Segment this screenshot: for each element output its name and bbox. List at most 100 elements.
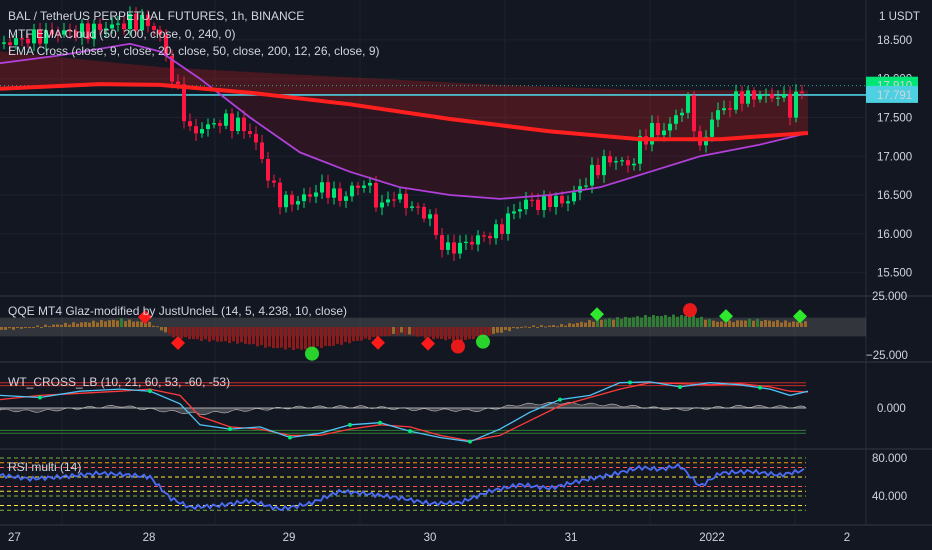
candle-body [212, 123, 216, 125]
qqe-histogram-bar [336, 327, 339, 344]
qqe-histogram-bar [268, 327, 271, 347]
qqe-histogram-bar [728, 320, 731, 327]
qqe-histogram-bar [708, 319, 711, 327]
candle-body [392, 199, 396, 201]
qqe-histogram-bar [8, 327, 11, 329]
candle-body [140, 14, 144, 31]
candle-body [494, 224, 498, 239]
rsi-tick-label: 80.000 [872, 453, 907, 465]
wt-cross-dot [288, 435, 292, 440]
candle-body [182, 84, 186, 122]
qqe-histogram-bar [620, 319, 623, 327]
qqe-histogram-bar [616, 317, 619, 327]
wt-slow-line [0, 382, 809, 442]
qqe-histogram-bar [72, 322, 75, 327]
qqe-histogram-bar [140, 321, 143, 327]
ema50-line [0, 42, 809, 200]
wt-cross-dot [468, 439, 472, 444]
candle-body [416, 206, 420, 208]
candle-body [68, 30, 72, 32]
qqe-histogram-bar [580, 321, 583, 327]
candle-body [116, 23, 120, 25]
wt-cross-dot [678, 384, 682, 389]
qqe-histogram-bar [412, 327, 415, 336]
candle-body [86, 23, 90, 40]
candle-body [194, 126, 198, 134]
level-price-badge-label: 17.791 [877, 90, 912, 102]
qqe-histogram-bar [348, 327, 351, 344]
candle-body [20, 38, 24, 40]
qqe-histogram-bar [32, 327, 35, 328]
candle-body [452, 242, 456, 254]
qqe-histogram-bar [224, 327, 227, 342]
candle-body [614, 161, 618, 163]
qqe-histogram-bar [492, 327, 495, 334]
qqe-histogram-bar [200, 327, 203, 342]
qqe-histogram-bar [512, 327, 515, 329]
qqe-histogram-bar [440, 327, 443, 340]
qqe-histogram-bar [180, 327, 183, 339]
candle-body [620, 160, 624, 162]
qqe-signal-diamond [171, 336, 185, 350]
qqe-histogram-bar [304, 327, 307, 350]
qqe-histogram-bar [396, 327, 399, 336]
candle-body [470, 241, 474, 245]
candle-body [410, 206, 414, 208]
candle-body [440, 235, 444, 250]
candle-body [176, 81, 180, 85]
candle-body [170, 55, 174, 82]
qqe-histogram-bar [400, 327, 403, 333]
qqe-histogram-bar [548, 325, 551, 327]
qqe-histogram-bar [804, 321, 807, 327]
qqe-histogram-bar [468, 327, 471, 340]
qqe-histogram-bar [248, 327, 251, 345]
level-price-badge [866, 85, 918, 103]
candle-body [236, 117, 240, 132]
candle-body [758, 95, 762, 100]
qqe-histogram-bar [736, 320, 739, 327]
candle-body [662, 130, 666, 136]
candle-body [200, 129, 204, 134]
candle-body [686, 95, 690, 113]
qqe-histogram-bar [124, 321, 127, 327]
qqe-histogram-bar [744, 320, 747, 327]
wt-histogram-area [0, 401, 807, 416]
qqe-histogram-bar [36, 325, 39, 327]
candle-body [596, 164, 600, 176]
candle-body [692, 95, 696, 132]
candle-body [776, 97, 780, 99]
candle-body [62, 30, 66, 35]
qqe-histogram-bar [88, 322, 91, 327]
qqe-histogram-bar [272, 327, 275, 349]
qqe-histogram-bar [796, 321, 799, 327]
candle-body [332, 188, 336, 198]
ema-cross-legend: EMA Cross (close, 9, close, 20, close, 5… [8, 44, 380, 58]
qqe-histogram-bar [236, 327, 239, 344]
qqe-histogram-bar [132, 321, 135, 327]
candle-body [530, 199, 534, 201]
qqe-histogram-bar [460, 327, 463, 342]
time-tick-label: 28 [143, 532, 156, 544]
candle-body [290, 194, 294, 205]
wt-cross-dot [408, 429, 412, 434]
qqe-histogram-bar [112, 319, 115, 327]
qqe-histogram-bar [176, 327, 179, 337]
qqe-histogram-bar [688, 316, 691, 327]
candle-body [674, 115, 678, 124]
qqe-histogram-bar [192, 327, 195, 340]
candle-body [224, 113, 228, 126]
qqe-histogram-bar [712, 320, 715, 327]
qqe-histogram-bar [628, 317, 631, 327]
candle-body [338, 188, 342, 201]
candle-body [476, 235, 480, 245]
price-tick-label: 18.500 [877, 35, 912, 47]
qqe-histogram-bar [56, 324, 59, 327]
qqe-histogram-bar [464, 327, 467, 340]
candle-body [770, 94, 774, 99]
candle-body [206, 124, 210, 130]
candle-body [482, 235, 486, 237]
qqe-histogram-bar [608, 318, 611, 327]
qqe-histogram-bar [120, 318, 123, 327]
wt-cross-dot [348, 422, 352, 427]
